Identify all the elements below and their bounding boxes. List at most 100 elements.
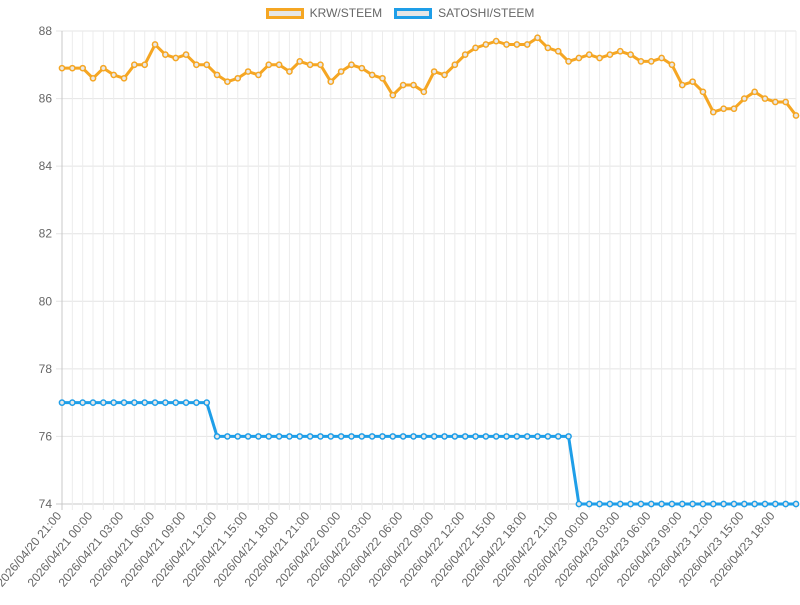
data-point-1	[554, 433, 562, 440]
data-point-1	[492, 433, 500, 440]
data-point-0	[337, 68, 345, 75]
y-tick-label: 74	[39, 497, 53, 511]
data-point-1	[234, 433, 242, 440]
data-point-0	[792, 112, 800, 119]
data-point-1	[141, 399, 149, 406]
data-point-0	[68, 64, 76, 72]
data-point-1	[627, 500, 634, 508]
legend-item-krw[interactable]: KRW/STEEM	[265, 6, 382, 20]
y-tick-label: 84	[39, 159, 53, 173]
data-point-1	[792, 500, 800, 508]
data-point-0	[255, 71, 262, 79]
data-point-1	[151, 399, 159, 406]
data-point-0	[110, 71, 118, 79]
data-point-1	[647, 500, 655, 508]
data-point-1	[296, 433, 304, 440]
data-point-0	[740, 95, 748, 102]
data-point-0	[213, 71, 221, 79]
data-point-0	[699, 88, 707, 96]
data-point-1	[389, 433, 397, 440]
data-point-1	[668, 500, 676, 508]
legend-swatch-satoshi	[394, 7, 433, 19]
data-point-1	[348, 433, 355, 440]
data-point-0	[224, 78, 231, 86]
data-point-1	[606, 500, 614, 508]
data-point-1	[771, 500, 779, 508]
data-point-0	[89, 74, 97, 82]
data-point-1	[244, 433, 252, 440]
data-point-0	[689, 78, 696, 86]
data-point-1	[182, 399, 190, 406]
data-point-1	[472, 433, 479, 440]
data-point-0	[616, 47, 624, 55]
data-point-1	[100, 399, 107, 406]
data-point-0	[451, 61, 459, 69]
data-point-1	[79, 399, 87, 406]
data-point-1	[399, 433, 407, 440]
data-point-0	[441, 71, 448, 79]
data-point-0	[668, 61, 676, 69]
y-tick-label: 78	[39, 362, 53, 376]
data-point-1	[503, 433, 510, 440]
y-tick-label: 80	[39, 294, 53, 308]
data-point-0	[193, 61, 200, 69]
data-point-1	[616, 500, 624, 508]
data-point-0	[761, 95, 769, 102]
data-point-0	[162, 51, 169, 59]
data-point-1	[131, 399, 138, 406]
data-point-0	[151, 41, 159, 48]
data-point-0	[782, 98, 790, 106]
data-point-0	[637, 58, 645, 65]
y-tick-label: 82	[39, 227, 53, 241]
data-point-1	[482, 433, 490, 440]
data-point-0	[565, 58, 572, 65]
data-point-0	[286, 68, 293, 75]
data-point-1	[699, 500, 707, 508]
series-line-0	[62, 36, 798, 117]
data-point-1	[368, 433, 376, 440]
data-point-1	[58, 399, 66, 406]
data-point-1	[513, 433, 521, 440]
data-point-0	[410, 81, 417, 89]
data-point-0	[647, 58, 655, 65]
data-point-0	[58, 64, 66, 72]
data-point-0	[730, 105, 738, 113]
data-point-1	[420, 433, 428, 440]
data-point-0	[503, 41, 510, 48]
data-point-0	[244, 68, 252, 75]
data-point-0	[379, 74, 386, 82]
data-point-0	[751, 88, 758, 96]
data-point-0	[348, 61, 355, 69]
data-point-1	[379, 433, 386, 440]
data-point-0	[182, 51, 190, 59]
data-point-1	[68, 399, 76, 406]
data-point-1	[193, 399, 200, 406]
legend-item-satoshi[interactable]: SATOSHI/STEEM	[394, 6, 534, 20]
data-point-0	[658, 54, 665, 62]
data-point-1	[286, 433, 293, 440]
data-point-0	[627, 51, 634, 59]
data-point-1	[255, 433, 262, 440]
data-point-0	[203, 61, 211, 69]
data-point-1	[441, 433, 448, 440]
data-point-1	[203, 399, 211, 406]
series-line-1	[62, 401, 796, 506]
data-point-1	[162, 399, 169, 406]
legend-label-satoshi: SATOSHI/STEEM	[438, 6, 535, 20]
data-point-1	[740, 500, 748, 508]
data-point-1	[534, 433, 541, 440]
data-point-0	[141, 61, 149, 69]
legend: KRW/STEEM SATOSHI/STEEM	[0, 6, 800, 20]
data-point-0	[79, 64, 87, 72]
data-point-1	[658, 500, 665, 508]
data-point-0	[317, 61, 324, 69]
data-point-0	[513, 41, 521, 48]
data-point-0	[296, 58, 304, 65]
data-point-1	[575, 500, 583, 508]
data-point-0	[368, 71, 376, 79]
data-point-1	[358, 433, 366, 440]
data-point-1	[523, 433, 531, 440]
data-point-1	[89, 399, 97, 406]
data-point-0	[275, 61, 283, 69]
data-point-0	[472, 44, 479, 52]
